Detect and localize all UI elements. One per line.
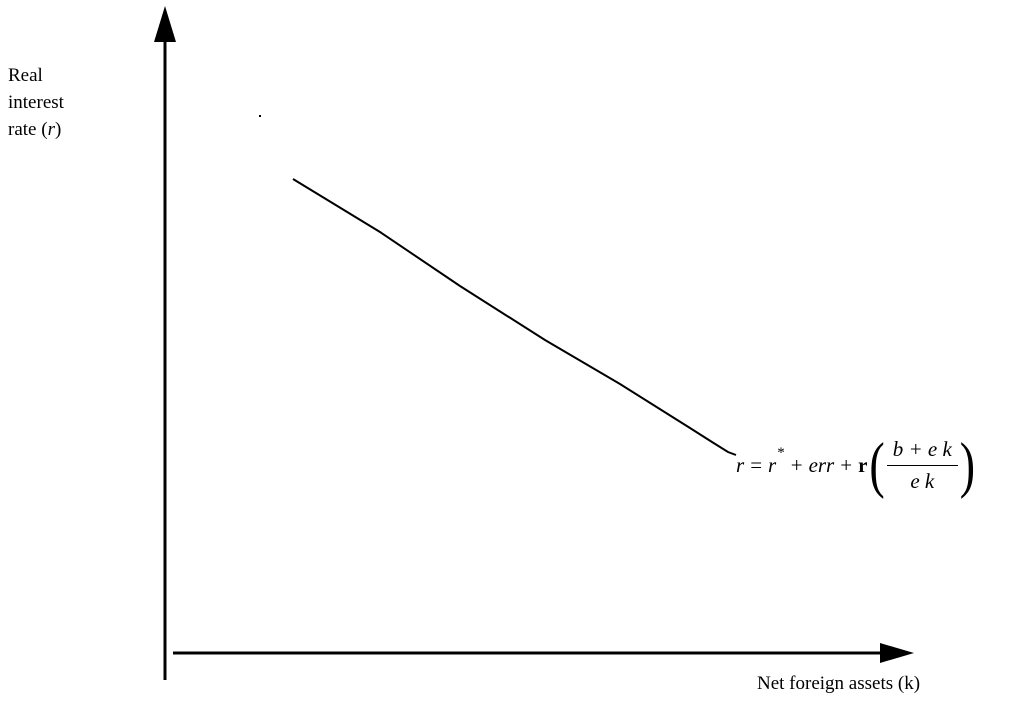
eq-equals: = — [750, 452, 763, 477]
eq-lhs: r — [736, 452, 745, 477]
curve-equation: r = r * + err + r ( b + e k e k ) — [736, 425, 977, 505]
eq-r-star-sup: * — [777, 444, 785, 461]
eq-numerator: b + e k — [886, 437, 958, 466]
y-axis-label-line-2: interest — [8, 92, 64, 113]
eq-plus-1: + — [790, 452, 803, 477]
eq-r-star-base: r — [768, 452, 777, 477]
eq-denominator: e k — [910, 468, 935, 493]
interest-rate-curve — [292, 178, 737, 456]
eq-coefficient: r — [858, 452, 868, 477]
y-axis-label: Real interest rate (r) — [8, 62, 64, 143]
x-axis-label: Net foreign assets (k) — [757, 673, 921, 694]
eq-close-paren: ) — [959, 429, 976, 499]
eq-fraction: b + e k e k — [886, 437, 958, 494]
eq-plus-2: + — [840, 452, 853, 477]
y-axis-label-line-1: Real — [8, 65, 43, 86]
eq-open-paren: ( — [869, 429, 885, 499]
eq-err: err — [808, 452, 835, 477]
y-axis-label-line-3: rate (r) — [8, 119, 62, 140]
stray-dot — [259, 115, 261, 117]
x-axis-arrowhead — [880, 643, 914, 663]
y-axis-arrowhead — [154, 6, 176, 42]
